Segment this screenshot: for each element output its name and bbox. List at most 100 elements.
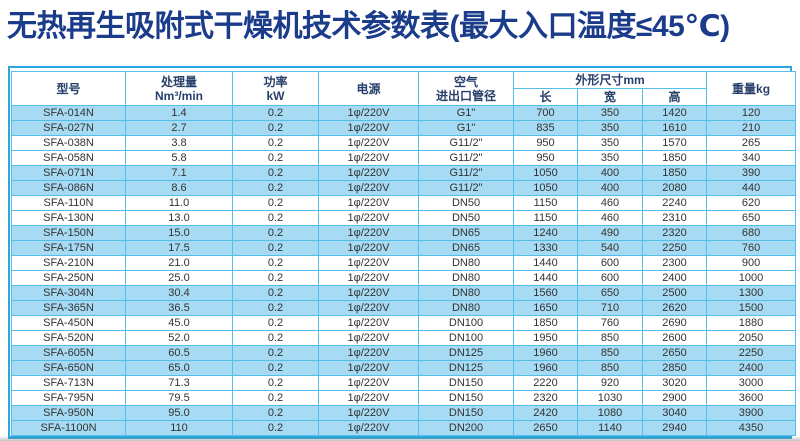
cell-length: 950 — [513, 150, 578, 166]
cell-height: 2310 — [641, 210, 708, 226]
cell-supply: 1φ/220V — [318, 285, 419, 301]
cell-weight: 440 — [706, 180, 797, 196]
cell-weight: 1000 — [706, 270, 797, 286]
cell-pipe: DN65 — [418, 225, 514, 241]
table-row: SFA-175N 17.5 0.2 1φ/220V DN65 1330 540 2250 760 — [11, 240, 797, 256]
cell-power: 0.2 — [232, 210, 319, 226]
cell-pipe: G1" — [418, 105, 514, 121]
cell-capacity: 52.0 — [125, 330, 233, 346]
cell-width: 760 — [577, 315, 643, 331]
cell-pipe: G11/2" — [418, 165, 514, 181]
cell-weight: 3600 — [706, 390, 797, 406]
col-header-power-unit: kW — [266, 88, 285, 103]
table-row: SFA-027N 2.7 0.2 1φ/220V G1" 835 350 1610 210 — [11, 120, 797, 136]
col-header-dimensions-label: 外形尺寸mm — [575, 73, 645, 87]
cell-pipe: G11/2" — [418, 150, 514, 166]
cell-model: SFA-086N — [11, 180, 126, 196]
table-row: SFA-795N 79.5 0.2 1φ/220V DN150 2320 1030 2900 3… — [11, 390, 797, 406]
cell-width: 350 — [577, 105, 643, 121]
cell-width: 460 — [577, 210, 643, 226]
cell-weight: 3900 — [706, 405, 797, 421]
cell-length: 1240 — [513, 225, 578, 241]
cell-power: 0.2 — [232, 150, 319, 166]
cell-capacity: 36.5 — [125, 300, 233, 316]
cell-weight: 650 — [706, 210, 797, 226]
cell-weight: 390 — [706, 165, 797, 181]
cell-height: 2600 — [641, 330, 708, 346]
cell-model: SFA-304N — [11, 285, 126, 301]
cell-length: 700 — [513, 105, 578, 121]
cell-model: SFA-605N — [11, 345, 126, 361]
cell-width: 600 — [577, 270, 643, 286]
cell-model: SFA-027N — [11, 120, 126, 136]
table-row: SFA-520N 52.0 0.2 1φ/220V DN100 1950 850 2600 20… — [11, 330, 797, 346]
cell-weight: 120 — [706, 105, 797, 121]
cell-width: 600 — [577, 255, 643, 271]
cell-height: 1850 — [641, 165, 708, 181]
col-header-width: 宽 — [577, 88, 643, 106]
cell-supply: 1φ/220V — [318, 360, 419, 376]
cell-weight: 680 — [706, 225, 797, 241]
table-row: SFA-086N 8.6 0.2 1φ/220V G11/2" 1050 400 2080 44… — [11, 180, 797, 196]
cell-power: 0.2 — [232, 255, 319, 271]
cell-weight: 620 — [706, 195, 797, 211]
cell-pipe: DN100 — [418, 330, 514, 346]
table-row: SFA-650N 65.0 0.2 1φ/220V DN125 1960 850 2850 24… — [11, 360, 797, 376]
cell-pipe: DN125 — [418, 360, 514, 376]
cell-supply: 1φ/220V — [318, 210, 419, 226]
cell-weight: 3000 — [706, 375, 797, 391]
table-row: SFA-605N 60.5 0.2 1φ/220V DN125 1960 850 2650 22… — [11, 345, 797, 361]
table-row: SFA-110N 11.0 0.2 1φ/220V DN50 1150 460 2240 620 — [11, 195, 797, 211]
table-row: SFA-058N 5.8 0.2 1φ/220V G11/2" 950 350 1850 340 — [11, 150, 797, 166]
cell-capacity: 2.7 — [125, 120, 233, 136]
cell-model: SFA-950N — [11, 405, 126, 421]
cell-model: SFA-110N — [11, 195, 126, 211]
cell-length: 1440 — [513, 255, 578, 271]
cell-power: 0.2 — [232, 285, 319, 301]
table-row: SFA-038N 3.8 0.2 1φ/220V G11/2" 950 350 1570 265 — [11, 135, 797, 151]
table-header: 型号 处理量 Nm³/min 功率 kW 电源 空气 进出口管径 — [11, 71, 797, 106]
cell-supply: 1φ/220V — [318, 195, 419, 211]
cell-supply: 1φ/220V — [318, 270, 419, 286]
cell-model: SFA-071N — [11, 165, 126, 181]
cell-capacity: 45.0 — [125, 315, 233, 331]
cell-pipe: DN150 — [418, 375, 514, 391]
cell-pipe: DN80 — [418, 255, 514, 271]
col-header-pipe: 空气 进出口管径 — [418, 71, 514, 106]
col-header-power-name: 功率 — [263, 74, 288, 89]
cell-model: SFA-130N — [11, 210, 126, 226]
table-row: SFA-713N 71.3 0.2 1φ/220V DN150 2220 920 3020 30… — [11, 375, 797, 391]
cell-capacity: 5.8 — [125, 150, 233, 166]
cell-model: SFA-210N — [11, 255, 126, 271]
cell-width: 460 — [577, 195, 643, 211]
cell-width: 540 — [577, 240, 643, 256]
table-row: SFA-365N 36.5 0.2 1φ/220V DN80 1650 710 2620 150… — [11, 300, 797, 316]
cell-supply: 1φ/220V — [318, 225, 419, 241]
cell-capacity: 13.0 — [125, 210, 233, 226]
cell-power: 0.2 — [232, 135, 319, 151]
cell-width: 350 — [577, 135, 643, 151]
cell-model: SFA-250N — [11, 270, 126, 286]
cell-width: 1080 — [577, 405, 643, 421]
cell-supply: 1φ/220V — [318, 405, 419, 421]
cell-weight: 1880 — [706, 315, 797, 331]
cell-weight: 2250 — [706, 345, 797, 361]
cell-length: 835 — [513, 120, 578, 136]
cell-weight: 1300 — [706, 285, 797, 301]
cell-power: 0.2 — [232, 120, 319, 136]
col-header-model-label: 型号 — [56, 81, 81, 96]
col-header-supply: 电源 — [318, 71, 419, 106]
cell-length: 2420 — [513, 405, 578, 421]
table-row: SFA-450N 45.0 0.2 1φ/220V DN100 1850 760 2690 18… — [11, 315, 797, 331]
cell-length: 2320 — [513, 390, 578, 406]
col-header-capacity-name: 处理量 — [160, 74, 197, 89]
cell-width: 920 — [577, 375, 643, 391]
cell-pipe: DN50 — [418, 195, 514, 211]
col-header-pipe-line2: 进出口管径 — [435, 88, 496, 103]
cell-width: 490 — [577, 225, 643, 241]
cell-height: 2650 — [641, 345, 708, 361]
cell-height: 2850 — [641, 360, 708, 376]
cell-height: 2300 — [641, 255, 708, 271]
cell-weight: 340 — [706, 150, 797, 166]
cell-power: 0.2 — [232, 165, 319, 181]
